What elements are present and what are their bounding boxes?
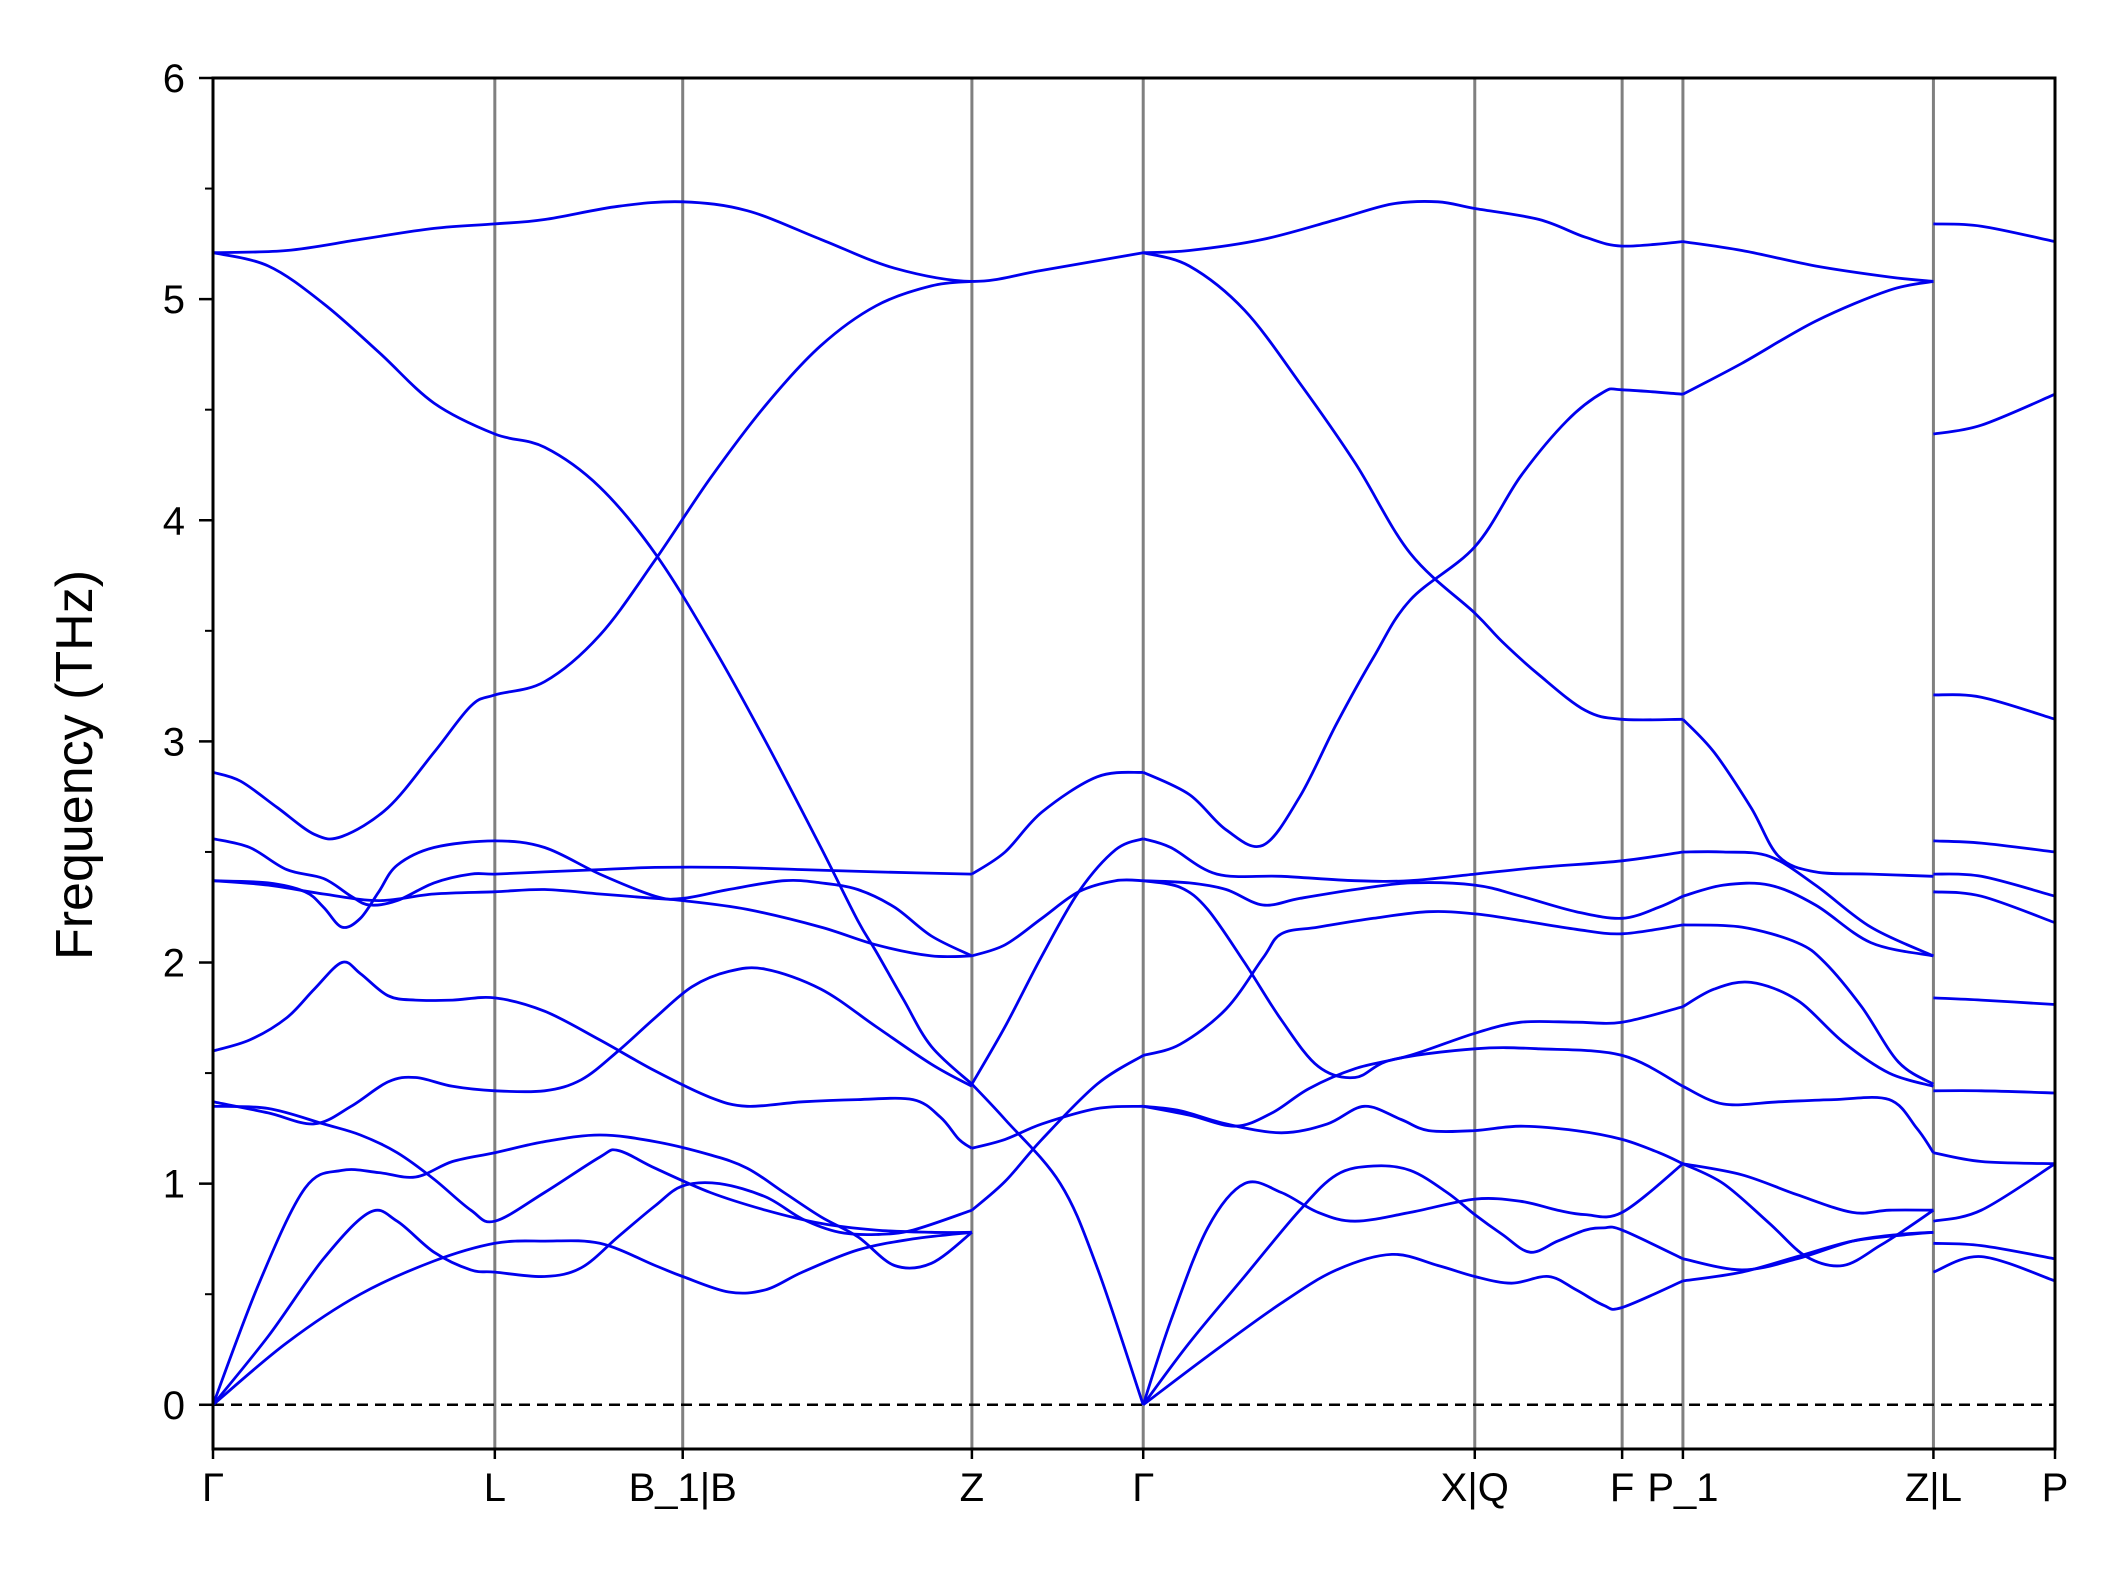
band-line-12 bbox=[970, 1083, 1145, 1406]
band-line-5 bbox=[212, 879, 972, 959]
band-line-38 bbox=[1682, 1162, 1934, 1215]
y-tick-label-0: 0 bbox=[163, 1384, 185, 1428]
band-line-30 bbox=[1682, 240, 1934, 283]
band-line-4 bbox=[212, 839, 973, 958]
band-line-7 bbox=[212, 1104, 972, 1234]
band-line-28 bbox=[1142, 1164, 1684, 1406]
band-line-53 bbox=[1932, 1255, 2056, 1283]
y-axis-ticks: 0 1 2 3 4 5 6 bbox=[163, 57, 213, 1428]
band-line-41 bbox=[1682, 1230, 1934, 1283]
band-line-22 bbox=[1143, 879, 1684, 920]
band-line-19 bbox=[1142, 251, 1683, 722]
band-line-46 bbox=[1933, 872, 2056, 898]
y-axis-label: Frequency (THz) bbox=[46, 570, 104, 960]
band-line-9 bbox=[211, 1133, 973, 1406]
y-tick-label-2: 2 bbox=[163, 942, 185, 986]
x-tick-label-4: Γ bbox=[1132, 1466, 1154, 1510]
band-line-24 bbox=[1142, 910, 1684, 1057]
x-tick-label-8: Z|L bbox=[1905, 1466, 1962, 1510]
x-tick-label-5: X|Q bbox=[1441, 1466, 1509, 1510]
band-line-45 bbox=[1933, 839, 2056, 854]
y-tick-label-3: 3 bbox=[163, 720, 185, 764]
phonon-bands bbox=[211, 200, 2056, 1406]
band-line-29 bbox=[1142, 1252, 1684, 1406]
band-line-0 bbox=[212, 200, 1144, 283]
band-line-20 bbox=[1142, 387, 1683, 848]
band-line-8 bbox=[212, 966, 973, 1126]
band-line-39 bbox=[1682, 1162, 1935, 1268]
band-line-2 bbox=[212, 280, 973, 841]
band-line-27 bbox=[1141, 1162, 1684, 1406]
y-tick-label-1: 1 bbox=[163, 1163, 185, 1207]
band-line-6 bbox=[212, 960, 973, 1150]
x-tick-label-2: B_1|B bbox=[629, 1466, 737, 1510]
band-line-1 bbox=[212, 251, 973, 1086]
y-tick-label-6: 6 bbox=[163, 57, 185, 101]
band-line-31 bbox=[1682, 280, 1934, 396]
band-line-47 bbox=[1933, 890, 2056, 925]
band-line-34 bbox=[1682, 881, 1934, 958]
y-tick-label-5: 5 bbox=[163, 278, 185, 322]
band-line-21 bbox=[1142, 837, 1684, 883]
band-line-33 bbox=[1682, 850, 1934, 958]
band-line-25 bbox=[1142, 1005, 1684, 1128]
band-line-32 bbox=[1681, 718, 1934, 878]
x-tick-label-1: L bbox=[484, 1466, 506, 1510]
band-line-10 bbox=[211, 1181, 973, 1406]
band-line-52 bbox=[1933, 1241, 2056, 1261]
y-tick-label-4: 4 bbox=[163, 499, 185, 543]
band-line-40 bbox=[1682, 1230, 1934, 1272]
band-line-42 bbox=[1933, 222, 2056, 243]
x-axis-labels: Γ L B_1|B Z Γ X|Q F P_1 Z|L P bbox=[202, 1449, 2068, 1510]
band-line-23 bbox=[1142, 879, 1684, 1088]
band-line-14 bbox=[971, 878, 1144, 958]
band-line-15 bbox=[971, 770, 1144, 876]
band-line-16 bbox=[970, 1054, 1144, 1212]
band-line-51 bbox=[1933, 1162, 2056, 1223]
band-line-36 bbox=[1682, 980, 1934, 1088]
plot-frame bbox=[211, 76, 2057, 1451]
x-tick-label-6: F bbox=[1610, 1466, 1634, 1510]
band-line-49 bbox=[1933, 1089, 2056, 1095]
x-tick-label-9: P bbox=[2042, 1466, 2069, 1510]
x-tick-label-0: Γ bbox=[202, 1466, 224, 1510]
high-symmetry-dividers bbox=[493, 78, 1935, 1449]
band-line-26 bbox=[1143, 1104, 1684, 1165]
band-line-43 bbox=[1933, 392, 2056, 436]
band-line-35 bbox=[1682, 923, 1935, 1086]
band-line-11 bbox=[212, 1230, 973, 1406]
band-line-3 bbox=[212, 837, 972, 907]
band-line-48 bbox=[1933, 996, 2056, 1006]
x-tick-label-3: Z bbox=[960, 1466, 984, 1510]
band-line-44 bbox=[1933, 693, 2056, 721]
band-line-18 bbox=[1143, 200, 1684, 255]
band-line-17 bbox=[971, 1104, 1144, 1150]
band-line-13 bbox=[970, 837, 1144, 1085]
band-line-50 bbox=[1933, 1151, 2056, 1166]
x-tick-label-7: P_1 bbox=[1647, 1466, 1718, 1510]
band-line-37 bbox=[1682, 1085, 1935, 1154]
